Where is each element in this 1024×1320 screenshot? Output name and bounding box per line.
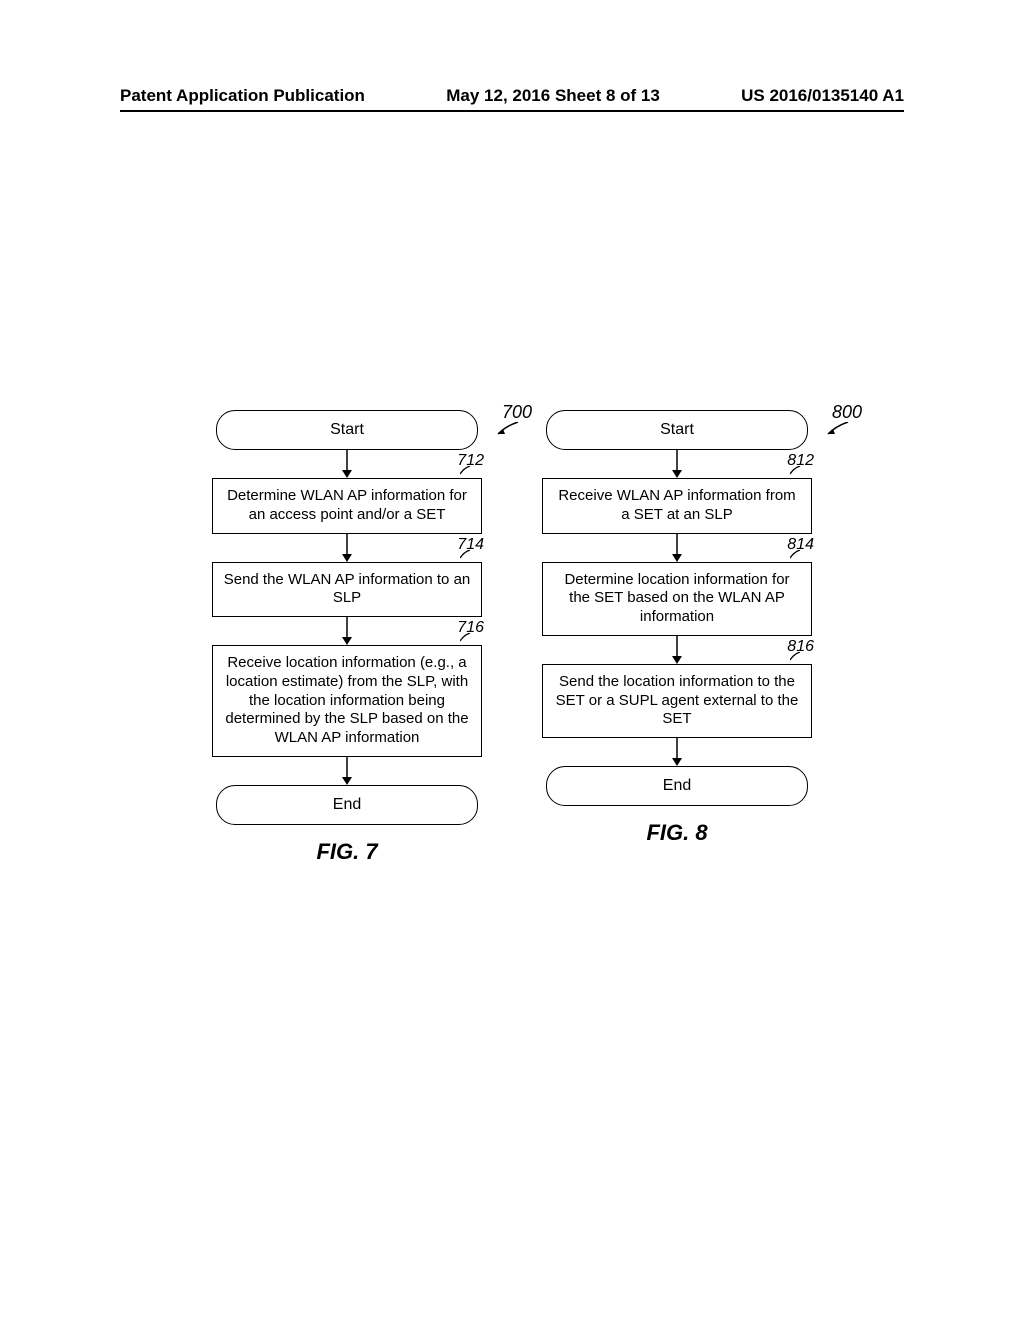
arrow: 712 [212,450,482,478]
arrow-down-icon [671,738,683,766]
header-center: May 12, 2016 Sheet 8 of 13 [446,86,660,106]
end-terminator: End [216,785,478,825]
arrow: 816 [542,636,812,664]
step-box-714: Send the WLAN AP information to an SLP [212,562,482,618]
end-label: End [663,777,691,795]
figure-caption: FIG. 7 [202,839,492,865]
diagrams-row: 700 Start 712 Determine WLAN AP informat… [0,410,1024,865]
arrow [212,757,482,785]
start-terminator: Start [546,410,808,450]
step-hook-icon [460,466,472,476]
arrow-down-icon [671,450,683,478]
end-terminator: End [546,766,808,806]
start-terminator: Start [216,410,478,450]
step-hook-icon [790,550,802,560]
step-text: Receive WLAN AP information from a SET a… [558,487,795,523]
ref-label-700: 700 [502,402,532,423]
figure-caption: FIG. 8 [532,820,822,846]
start-label: Start [330,421,364,439]
arrow-down-icon [671,534,683,562]
step-box-712: Determine WLAN AP information for an acc… [212,478,482,534]
step-hook-icon [460,550,472,560]
arrow: 812 [542,450,812,478]
ref-label-800: 800 [832,402,862,423]
step-hook-icon [790,466,802,476]
arrow-down-icon [341,534,353,562]
header-rule [120,110,904,112]
step-hook-icon [790,652,802,662]
arrow-down-icon [671,636,683,664]
ref-arrow-icon [496,422,522,436]
arrow: 714 [212,534,482,562]
step-text: Receive location information (e.g., a lo… [225,654,468,746]
arrow [542,738,812,766]
page-header: Patent Application Publication May 12, 2… [0,86,1024,106]
step-box-716: Receive location information (e.g., a lo… [212,645,482,757]
header-left: Patent Application Publication [120,86,365,106]
page: Patent Application Publication May 12, 2… [0,0,1024,1320]
arrow-down-icon [341,450,353,478]
arrow: 814 [542,534,812,562]
step-text: Determine location information for the S… [564,571,789,626]
flowchart-fig7: 700 Start 712 Determine WLAN AP informat… [202,410,492,865]
ref-arrow-icon [826,422,852,436]
arrow-down-icon [341,757,353,785]
step-box-812: Receive WLAN AP information from a SET a… [542,478,812,534]
step-box-816: Send the location information to the SET… [542,664,812,738]
step-text: Send the location information to the SET… [556,673,799,728]
step-text: Determine WLAN AP information for an acc… [227,487,467,523]
step-text: Send the WLAN AP information to an SLP [224,571,471,607]
arrow-down-icon [341,617,353,645]
step-box-814: Determine location information for the S… [542,562,812,636]
header-right: US 2016/0135140 A1 [741,86,904,106]
step-hook-icon [460,633,472,643]
flowchart-fig8: 800 Start 812 Receive WLAN AP informatio… [532,410,822,865]
end-label: End [333,796,361,814]
arrow: 716 [212,617,482,645]
start-label: Start [660,421,694,439]
